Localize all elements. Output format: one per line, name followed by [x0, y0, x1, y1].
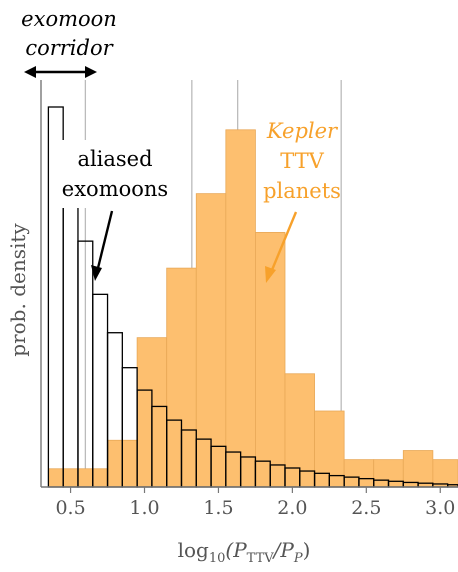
corridor-label-line2: corridor: [25, 36, 114, 60]
exomoon-bar-3: [92, 293, 109, 488]
kepler-bar-5: [195, 193, 227, 488]
x-ticks: 0.5 1.0 1.5 2.0 2.5 3.0: [55, 487, 455, 519]
corridor-annotation: exomoon corridor: [21, 7, 117, 78]
x-tick-label-5: 3.0: [425, 497, 455, 519]
x-tick-label-1: 1.0: [129, 497, 159, 519]
corridor-label-line1: exomoon: [21, 7, 117, 31]
aliased-exomoons-annotation: aliased exomoons: [60, 140, 172, 281]
x-tick-label-3: 2.0: [277, 497, 307, 519]
annotation-background: [60, 140, 172, 208]
kepler-label-line1: Kepler: [266, 119, 339, 143]
x-tick-label-2: 1.5: [203, 497, 233, 519]
kepler-arrow: [265, 211, 298, 283]
kepler-bar-6: [225, 129, 256, 488]
kepler-bar-13: [432, 459, 458, 488]
aliased-arrow: [91, 210, 114, 281]
x-tick-label-4: 2.5: [351, 497, 381, 519]
kepler-label-line3: planets: [263, 179, 341, 203]
exomoon-bar-1: [62, 175, 79, 488]
axes: [40, 80, 458, 488]
aliased-label-line2: exomoons: [62, 177, 168, 201]
kepler-label-line2: TTV: [280, 149, 324, 173]
corridor-double-arrow: [24, 66, 97, 78]
kepler-bar-12: [402, 450, 434, 488]
x-axis-label: log10(PTTV/PP): [178, 538, 311, 566]
kepler-annotation: Kepler TTV planets: [263, 119, 341, 283]
y-axis-label: prob. density: [6, 223, 30, 357]
x-tick-label-0: 0.5: [55, 497, 85, 519]
aliased-label-line1: aliased: [77, 147, 152, 171]
